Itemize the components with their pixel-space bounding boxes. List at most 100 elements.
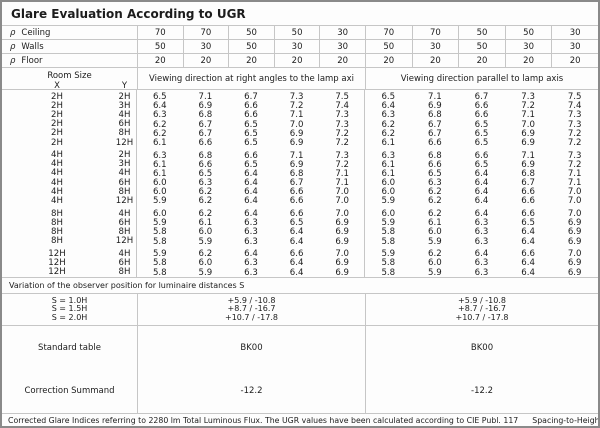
ugr-value: 6.4 xyxy=(474,187,489,198)
table-row: 4H 4H 6.1 6.5 6.4 6.8 7.1 6.1 6.5 6.4 6.… xyxy=(2,168,598,179)
ugr-value: 6.4 xyxy=(474,168,489,179)
ugr-value: 6.6 xyxy=(521,209,535,220)
room-size-y: 6H xyxy=(118,177,131,188)
ugr-value: 6.6 xyxy=(289,187,304,198)
correction-summand-row: Correction Summand -12.2 -12.2 xyxy=(2,369,598,413)
ugr-value: 6.3 xyxy=(381,150,396,161)
reflectance-label: ρ Ceiling xyxy=(2,26,137,39)
ugr-value: 6.4 xyxy=(521,236,535,247)
ugr-values-parallel: 6.2 6.7 6.5 7.0 7.3 xyxy=(365,119,598,130)
ugr-value: 6.5 xyxy=(244,128,258,139)
room-size-y: 2H xyxy=(118,150,131,161)
ugr-value: 6.9 xyxy=(521,137,535,148)
ugr-value: 6.3 xyxy=(474,218,489,229)
standard-table-label: Standard table xyxy=(38,342,101,353)
ugr-value: 5.9 xyxy=(198,236,213,247)
ugr-value: 6.0 xyxy=(152,187,167,198)
table-header: Room Size X Y Viewing direction at right… xyxy=(2,68,598,91)
ugr-values-right-angles: 6.2 6.7 6.5 6.9 7.2 xyxy=(137,128,365,139)
ugr-values-right-angles: 5.9 6.2 6.4 6.6 7.0 xyxy=(137,249,365,260)
ugr-value: 6.9 xyxy=(335,258,350,269)
ugr-value: 6.1 xyxy=(381,159,396,170)
ugr-value: 6.3 xyxy=(474,236,489,247)
viewing-direction-parallel-header: Viewing direction parallel to lamp axis xyxy=(365,68,598,89)
ugr-value: 6.2 xyxy=(381,119,396,130)
ugr-value: 6.9 xyxy=(335,267,350,278)
ugr-value: 7.5 xyxy=(335,92,350,102)
reflectance-value: 20 xyxy=(182,54,229,67)
ugr-value: 6.7 xyxy=(521,178,535,189)
ugr-value: 7.0 xyxy=(289,119,304,130)
room-size-x: 4H xyxy=(51,150,63,161)
ugr-value: 6.4 xyxy=(244,187,258,198)
ugr-value: 6.9 xyxy=(335,227,350,238)
table-row: 8H 4H 6.0 6.2 6.4 6.6 7.0 6.0 6.2 6.4 6.… xyxy=(2,209,598,220)
ugr-value: 7.0 xyxy=(567,209,582,220)
ugr-value: 6.7 xyxy=(428,119,442,130)
ugr-value: 6.6 xyxy=(474,110,489,121)
ugr-value: 6.6 xyxy=(521,187,535,198)
ugr-value: 5.8 xyxy=(152,236,167,247)
room-size-x: 12H xyxy=(48,267,66,278)
ugr-value: 6.5 xyxy=(521,218,535,229)
standard-table-value: BK00 xyxy=(365,326,598,370)
room-size-x: 8H xyxy=(51,217,63,228)
ugr-value: 7.3 xyxy=(567,110,582,121)
reflectance-value: 20 xyxy=(273,54,320,67)
reflectance-value: 50 xyxy=(228,26,274,39)
ugr-value: 7.1 xyxy=(289,150,304,161)
reflectance-label: ρ Floor xyxy=(2,54,137,67)
ugr-value: 6.4 xyxy=(244,249,258,260)
ugr-value: 7.0 xyxy=(335,249,350,260)
ugr-value: 6.6 xyxy=(521,249,535,260)
room-size-y: 2H xyxy=(118,91,131,102)
ugr-value: 6.4 xyxy=(521,227,535,238)
ugr-value: 6.4 xyxy=(289,258,304,269)
reflectance-value: 70 xyxy=(411,26,459,39)
spacing-correction-value: +8.7 / -16.7 xyxy=(227,304,276,314)
ugr-values-right-angles: 6.1 6.6 6.5 6.9 7.2 xyxy=(137,159,365,170)
ugr-value: 7.1 xyxy=(335,178,350,189)
ugr-values-parallel: 6.5 7.1 6.7 7.3 7.5 xyxy=(365,92,598,102)
ugr-values-parallel: 6.3 6.8 6.6 7.1 7.3 xyxy=(365,110,598,121)
ugr-values-right-angles: 5.9 6.2 6.4 6.6 7.0 xyxy=(137,196,365,206)
ugr-value: 6.9 xyxy=(567,236,582,247)
ugr-value: 6.4 xyxy=(289,267,304,278)
room-size-x: 12H xyxy=(48,257,66,268)
reflectance-values-right-angles: 50 30 50 30 30 xyxy=(137,40,365,53)
spacing-correction-value: +5.9 / -10.8 xyxy=(227,295,276,305)
ugr-value: 7.1 xyxy=(198,92,213,102)
ugr-value: 7.3 xyxy=(289,92,304,102)
table-row: 12H 4H 5.9 6.2 6.4 6.6 7.0 5.9 6.2 6.4 6… xyxy=(2,248,598,260)
ugr-value: 7.0 xyxy=(335,187,350,198)
ugr-value: 6.0 xyxy=(381,187,396,198)
ugr-value: 6.2 xyxy=(198,187,213,198)
reflectance-section: ρ Ceiling 70 70 50 50 30 70 70 50 50 30 xyxy=(2,26,598,68)
ugr-value: 6.6 xyxy=(244,110,258,121)
room-size-x: 8H xyxy=(51,236,63,247)
ugr-value: 6.3 xyxy=(381,110,396,121)
ugr-value: 7.0 xyxy=(521,119,535,130)
ugr-value: 7.2 xyxy=(567,128,582,139)
room-size-y: 4H xyxy=(118,248,131,259)
room-size-y: 3H xyxy=(118,159,131,170)
room-size-y: 8H xyxy=(118,186,131,197)
ugr-value: 7.4 xyxy=(567,101,582,112)
table-row: 2H 2H 6.5 7.1 6.7 7.3 7.5 6.5 7.1 6.7 7.… xyxy=(2,91,598,102)
ugr-value: 5.9 xyxy=(428,236,442,247)
column-divider xyxy=(136,90,137,277)
ugr-value: 7.1 xyxy=(289,110,304,121)
ugr-value: 7.3 xyxy=(335,150,350,161)
ugr-value: 6.7 xyxy=(198,128,213,139)
room-size-y: 6H xyxy=(118,217,131,228)
spacing-label: S = 1.5H xyxy=(51,304,88,314)
room-size-x: 4H xyxy=(51,159,63,170)
table-row: 2H 6H 6.2 6.7 6.5 7.0 7.3 6.2 6.7 6.5 7.… xyxy=(2,119,598,130)
room-size-y: 8H xyxy=(118,128,131,139)
ugr-value: 6.5 xyxy=(244,159,258,170)
title-bar: Glare Evaluation According to UGR xyxy=(2,2,598,26)
ugr-values-parallel: 5.8 5.9 6.3 6.4 6.9 xyxy=(365,268,598,277)
reflectance-values-parallel: 70 70 50 50 30 xyxy=(365,26,598,39)
ugr-values-right-angles: 6.3 6.8 6.6 7.1 7.3 xyxy=(137,150,365,161)
ugr-value: 6.6 xyxy=(289,209,304,220)
